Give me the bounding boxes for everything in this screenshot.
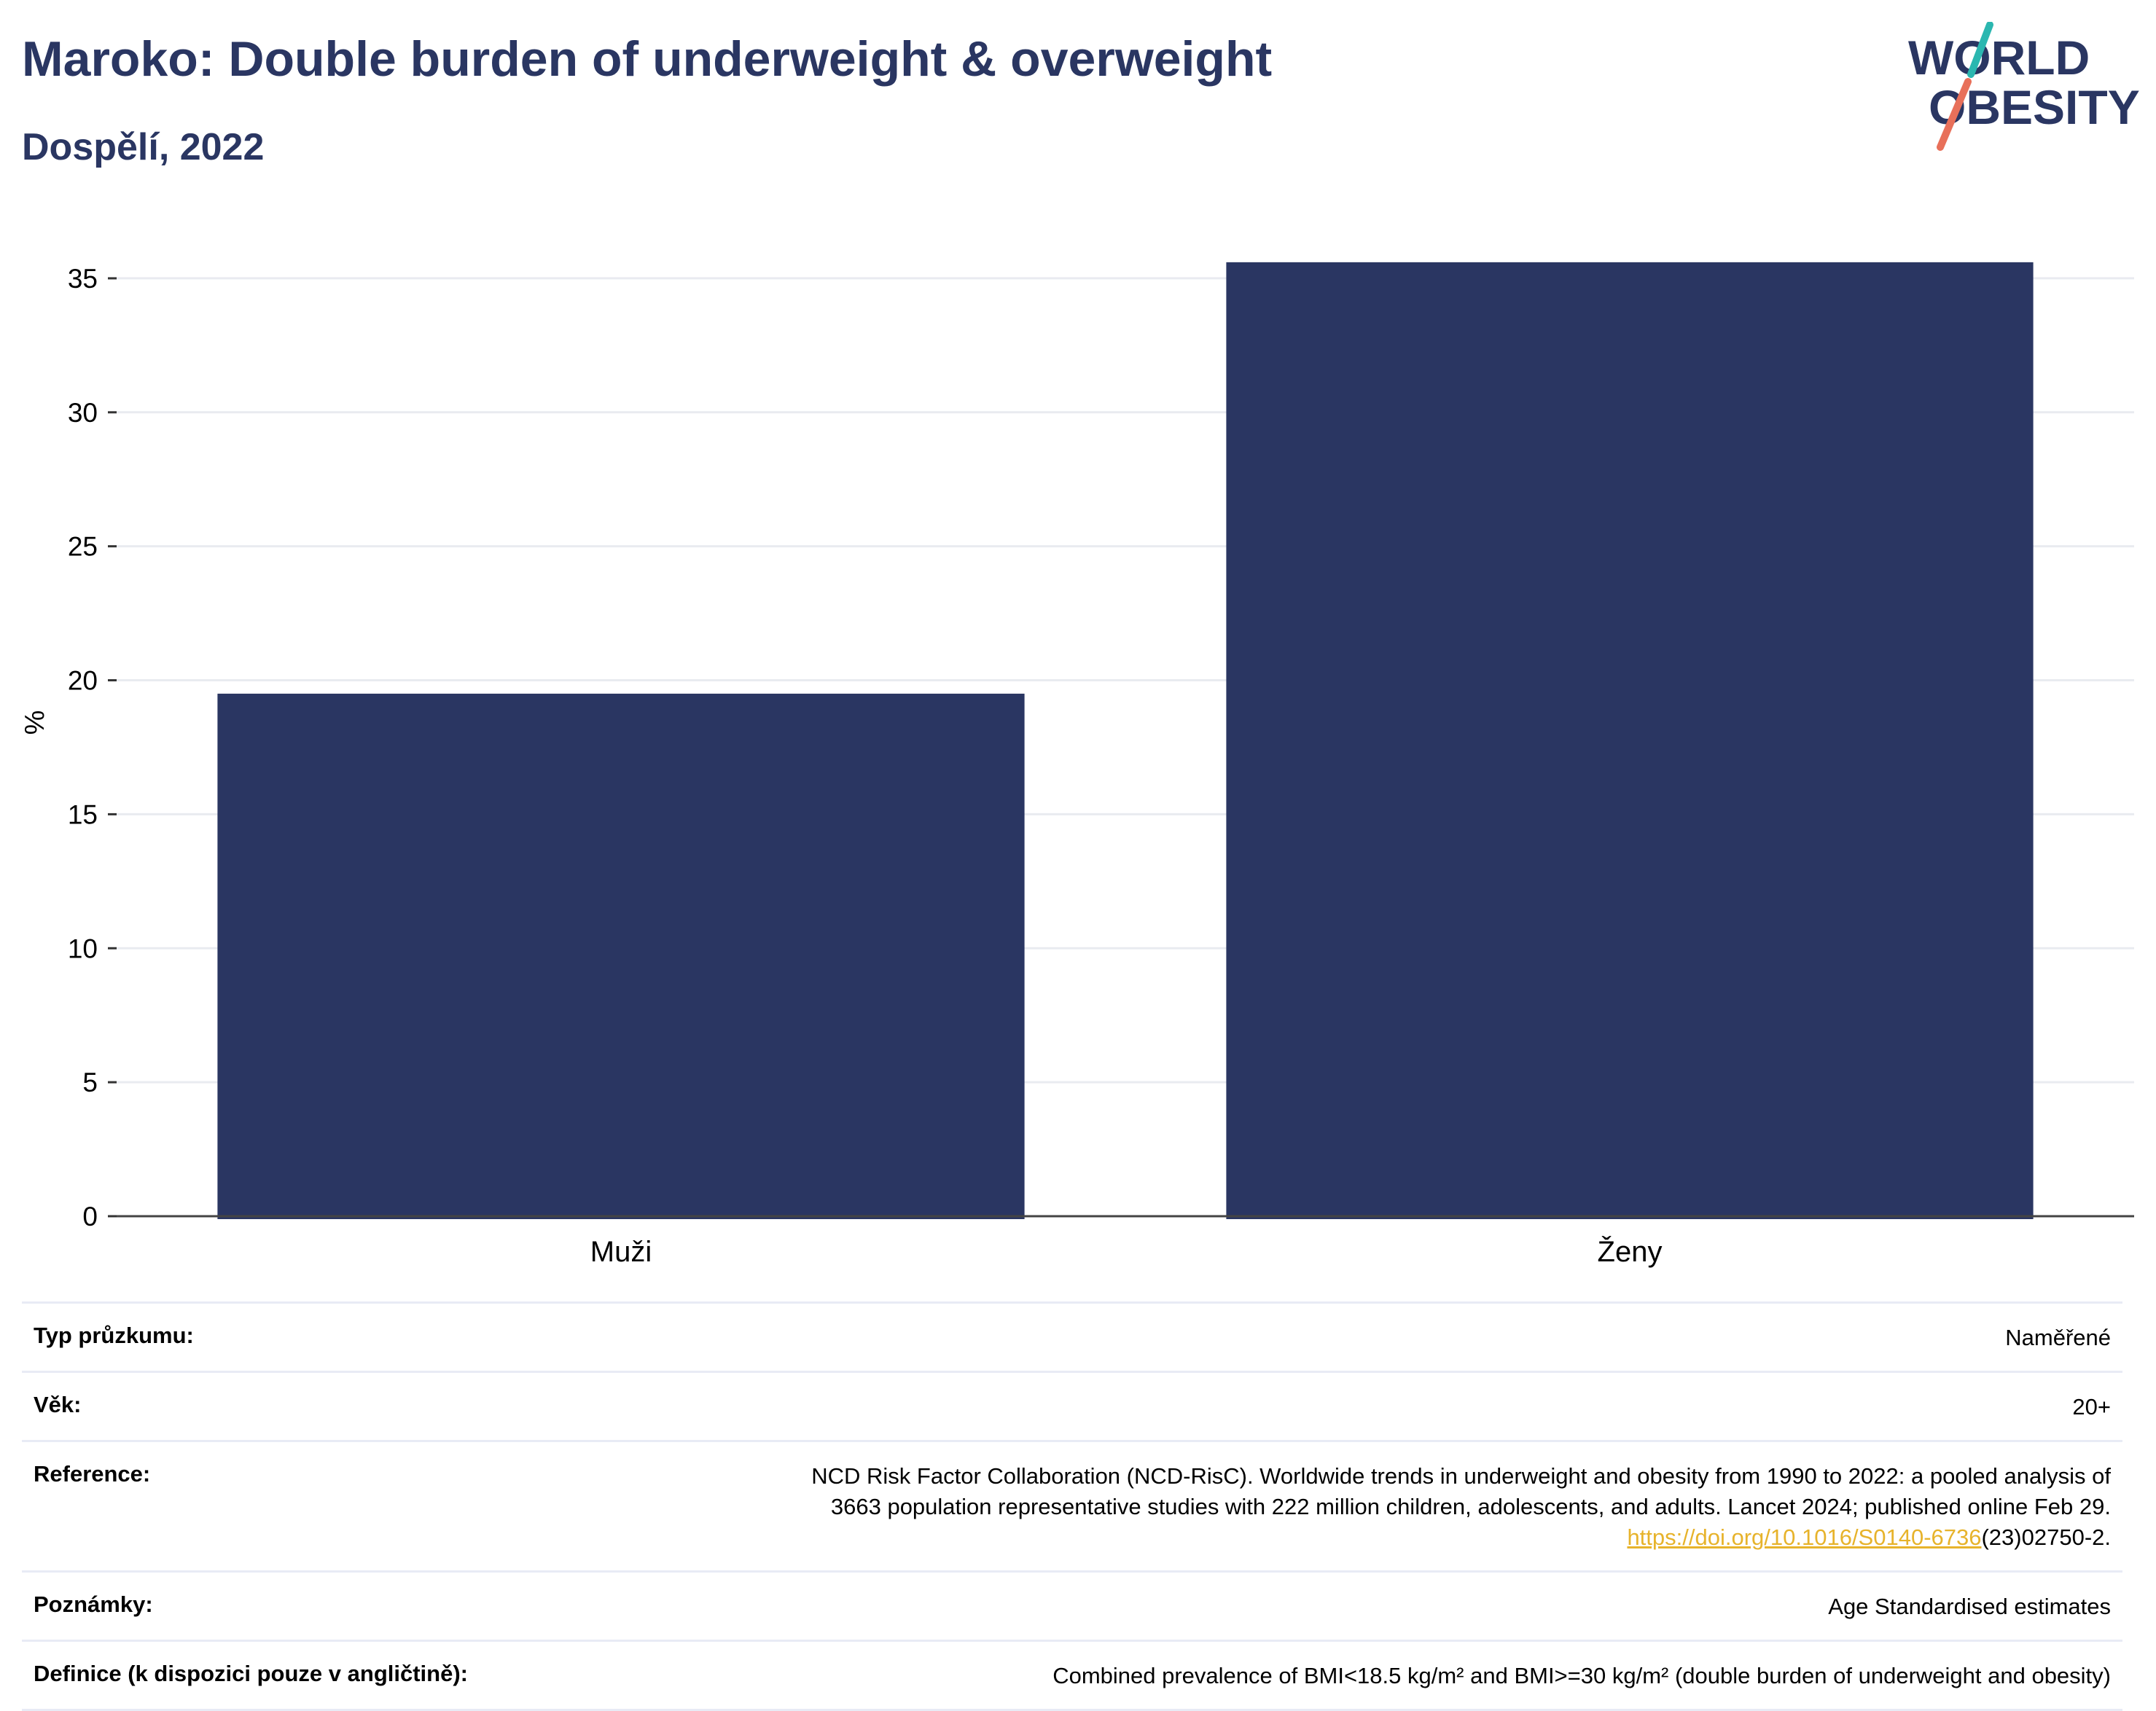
info-row-reference: Reference: NCD Risk Factor Collaboration… [22,1440,2122,1570]
page-title: Maroko: Double burden of underweight & o… [22,31,1273,87]
definition-label: Definice (k dispozici pouze v angličtině… [34,1661,468,1686]
bar-2[interactable] [1226,262,2034,1219]
definition-value: Combined prevalence of BMI<18.5 kg/m² an… [1052,1663,2111,1688]
reference-value: NCD Risk Factor Collaboration (NCD-RisC)… [811,1461,2111,1553]
info-row-definition: Definice (k dispozici pouze v angličtině… [22,1640,2122,1711]
bar-1[interactable] [217,693,1025,1219]
y-tick-label: 15 [68,799,98,829]
page-subtitle: Dospělí, 2022 [22,126,265,168]
notes-label: Poznámky: [34,1591,153,1617]
x-tick-label: Muži [590,1236,652,1268]
x-axis-ticks: Muži Ženy [590,1235,1663,1268]
y-axis-ticks: 0 5 10 15 20 25 30 35 [68,264,117,1232]
y-tick-label: 10 [68,933,98,963]
logo-slash-top [1967,22,1993,78]
chart-bars [217,262,2034,1219]
y-tick-label: 20 [68,666,98,696]
world-obesity-logo: WORLD OBESITY [1908,22,2140,151]
x-tick-label: Ženy [1598,1235,1663,1268]
age-label: Věk: [34,1392,82,1417]
bar-chart: 0 5 10 15 20 25 30 35 Muži Ženy % [20,262,2134,1268]
y-tick-label: 35 [68,264,98,294]
y-tick-label: 5 [82,1068,98,1097]
logo-word-world: WORLD [1908,31,2090,85]
logo-slash-bottom [1937,78,1972,151]
reference-doi-link[interactable]: https://doi.org/10.1016/S0140-6736 [1627,1524,1982,1550]
reference-line-2: 3663 population representative studies w… [830,1494,2111,1519]
survey-type-value: Naměřené [2005,1325,2111,1350]
info-table: Typ průzkumu: Naměřené Věk: 20+ Referenc… [22,1301,2122,1711]
y-axis-label: % [20,710,50,735]
y-tick-label: 25 [68,532,98,562]
notes-value: Age Standardised estimates [1828,1594,2111,1619]
info-row-notes: Poznámky: Age Standardised estimates [22,1570,2122,1640]
reference-doi-suffix: (23)02750-2. [1981,1524,2111,1550]
info-row-age: Věk: 20+ [22,1371,2122,1440]
survey-type-label: Typ průzkumu: [34,1323,194,1348]
reference-label: Reference: [34,1461,151,1487]
age-value: 20+ [2072,1394,2111,1420]
reference-line-1: NCD Risk Factor Collaboration (NCD-RisC)… [811,1463,2111,1489]
info-row-survey-type: Typ průzkumu: Naměřené [22,1301,2122,1371]
y-tick-label: 30 [68,398,98,428]
y-tick-label: 0 [82,1202,98,1232]
